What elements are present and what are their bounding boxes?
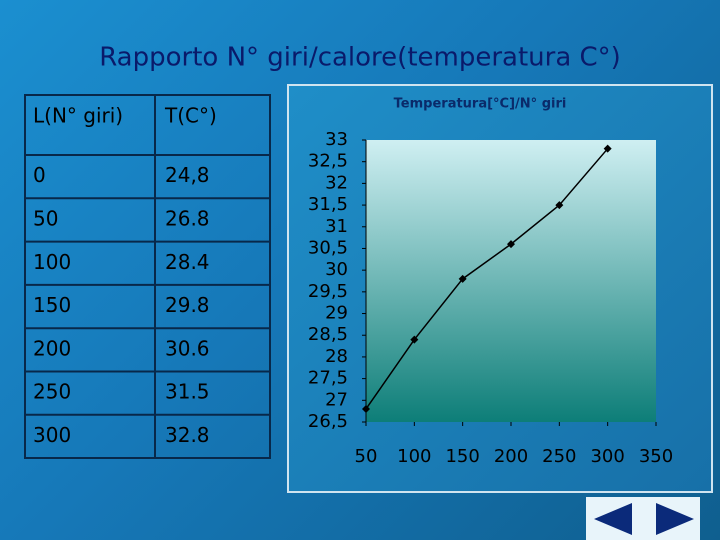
prev-button[interactable] [594,503,632,535]
x-tick-label: 200 [494,446,528,467]
x-tick-label: 350 [639,446,673,467]
data-point [410,335,419,344]
y-tick-label: 29,5 [308,281,348,302]
table-cell: 50 [33,206,58,230]
y-tick-label: 31 [325,216,348,237]
x-tick-label: 300 [590,446,624,467]
y-tick-label: 32 [325,172,348,193]
data-point [362,404,370,413]
table-cell: 300 [33,423,71,447]
table-cell: 26.8 [165,206,210,230]
y-tick-label: 28 [325,346,348,367]
table-cell: 31.5 [165,380,210,404]
x-tick-label: 50 [355,446,378,467]
nav [586,497,700,540]
table-border [24,94,271,459]
table-cell: 32.8 [165,423,210,447]
y-tick-label: 27,5 [308,368,348,389]
table-cell: 28.4 [165,250,210,274]
table-cell: 200 [33,336,71,360]
y-tick-label: 29 [325,303,348,324]
y-tick-label: 28,5 [308,324,348,345]
table-header-cell: T(C°) [164,104,217,128]
next-button[interactable] [656,503,694,535]
data-point [458,274,467,283]
y-tick-label: 27 [325,389,348,410]
table-cell: 30.6 [165,336,210,360]
table-cell: 250 [33,380,71,404]
chart-title: Temperatura[°C]/N° giri [394,97,567,112]
data-point [603,144,612,153]
y-tick-label: 30 [325,259,348,280]
data-point [507,240,515,249]
x-tick-label: 250 [542,446,576,467]
table-cell: 24,8 [165,163,210,187]
x-tick-label: 100 [397,446,431,467]
y-tick-label: 26,5 [308,411,348,432]
y-tick-label: 31,5 [308,194,348,215]
plot-area [366,140,656,422]
data-line [365,148,609,410]
table-cell: 29.8 [165,293,210,317]
y-tick-label: 32,5 [308,151,348,172]
y-tick-label: 33 [325,129,348,150]
table-cell: 150 [33,293,71,317]
data-point [555,201,564,210]
table-header-cell: L(N° giri) [33,104,123,128]
table-cell: 0 [33,163,46,187]
table-cell: 100 [33,250,71,274]
table: L(N° giri) T(C°) 0 24,8 50 26.8 100 28.4 150 29.8… [24,94,271,459]
slide-title: Rapporto N° giri/calore(temperatura C°) [99,43,621,73]
x-tick-label: 150 [445,446,479,467]
y-tick-label: 30,5 [308,237,348,258]
